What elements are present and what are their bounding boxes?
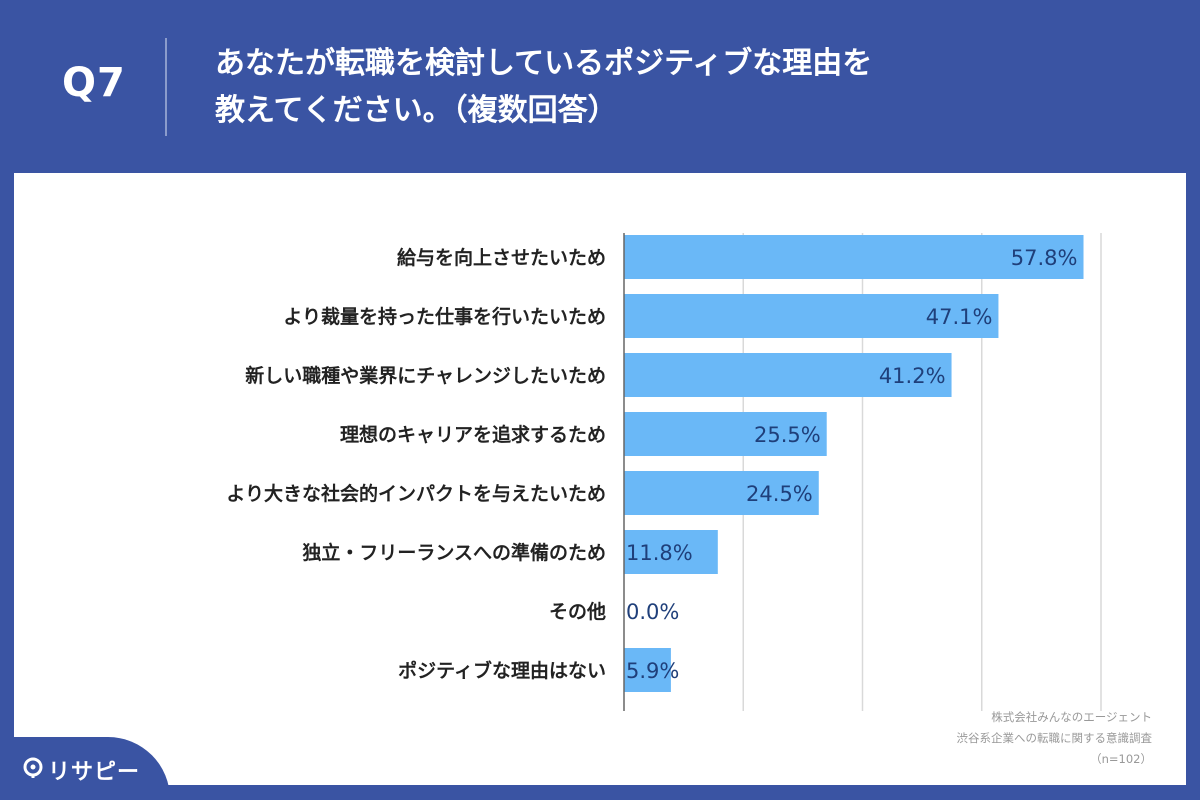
value-label-8: 5.9% (626, 659, 679, 683)
chart-panel: 給与を向上させたいため 57.8% より裁量を持った仕事を行いたいため 47.1% 新し… (14, 173, 1186, 785)
pin-icon (23, 757, 43, 778)
source-company: 株式会社みんなのエージェント (991, 710, 1152, 724)
value-label-5: 24.5% (746, 482, 813, 506)
header: Q7 あなたが転職を検討しているポジティブな理由を 教えてください。（複数回答） (0, 0, 1200, 170)
category-label-7: その他 (549, 600, 606, 623)
category-label-2: より裁量を持った仕事を行いたいため (283, 305, 606, 328)
value-label-2: 47.1% (926, 305, 993, 329)
value-label-4: 25.5% (754, 423, 821, 447)
logo-text: リサピー (48, 760, 141, 785)
header-divider (165, 38, 167, 136)
bar-6 (624, 530, 718, 574)
value-label-6: 11.8% (626, 541, 693, 565)
bar-3 (624, 353, 952, 397)
bar-5 (624, 471, 819, 515)
bar-4 (624, 412, 827, 456)
source-sample-size: （n=102） (1090, 752, 1152, 766)
question-line-2: 教えてください。（複数回答） (215, 93, 618, 128)
category-label-1: 給与を向上させたいため (397, 246, 606, 269)
value-label-3: 41.2% (879, 364, 946, 388)
bar-2 (624, 294, 999, 338)
category-label-4: 理想のキャリアを追求するため (340, 423, 606, 446)
category-label-3: 新しい職種や業界にチャレンジしたいため (245, 364, 606, 387)
category-label-8: ポジティブな理由はない (398, 659, 606, 682)
question-line-1: あなたが転職を検討しているポジティブな理由を (215, 46, 873, 81)
category-label-5: より大きな社会的インパクトを与えたいため (226, 482, 606, 505)
source-note: 株式会社みんなのエージェント 渋谷系企業への転職に関する意識調査 （n=102） (957, 707, 1153, 770)
brand-logo: リサピー (0, 737, 170, 800)
question-text: あなたが転職を検討しているポジティブな理由を 教えてください。（複数回答） (215, 40, 1115, 134)
value-label-1: 57.8% (1011, 246, 1078, 270)
bar-1 (624, 235, 1084, 279)
category-label-6: 独立・フリーランスへの準備のため (302, 541, 606, 564)
value-label-7: 0.0% (626, 600, 679, 624)
bar-chart: 給与を向上させたいため 57.8% より裁量を持った仕事を行いたいため 47.1% 新し… (226, 233, 1102, 711)
source-survey: 渋谷系企業への転職に関する意識調査 (956, 731, 1153, 745)
bar-8 (624, 648, 671, 692)
question-number: Q7 (62, 60, 126, 106)
